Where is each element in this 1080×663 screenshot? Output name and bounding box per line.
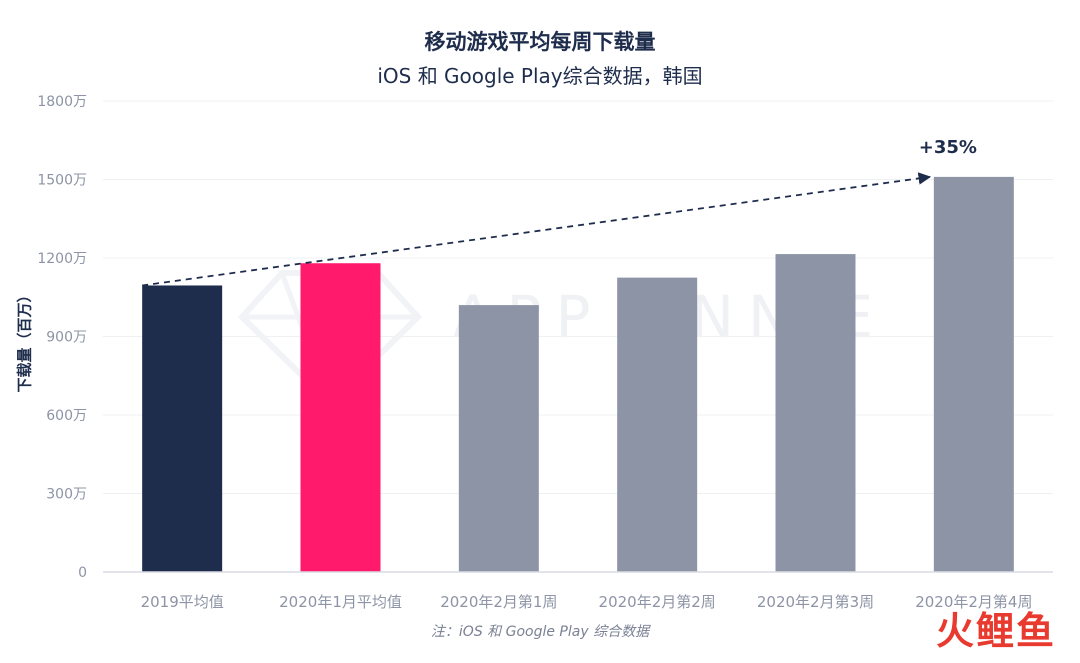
y-tick-label: 1200万: [37, 251, 87, 267]
bar-1: [142, 285, 223, 572]
y-tick-label: 1800万: [37, 94, 87, 110]
y-tick-label: 900万: [46, 330, 87, 346]
chart-note: 注：iOS 和 Google Play 综合数据: [430, 624, 650, 640]
bar-4: [617, 277, 698, 572]
brand-logo: 火鲤鱼: [935, 609, 1056, 653]
y-tick-label: 600万: [46, 408, 87, 424]
chart-subtitle: iOS 和 Google Play综合数据，韩国: [377, 64, 703, 88]
growth-arrow: [142, 172, 932, 287]
chart-title: 移动游戏平均每周下载量: [424, 30, 656, 54]
x-tick-label: 2019平均值: [141, 593, 224, 611]
x-tick-label: 2020年2月第1周: [440, 593, 557, 611]
y-tick-label: 1500万: [37, 173, 87, 189]
x-tick-label: 2020年2月第4周: [915, 593, 1032, 611]
x-tick-label: 2020年2月第2周: [599, 593, 716, 611]
bar-2: [300, 263, 381, 572]
x-tick-label: 2020年2月第3周: [757, 593, 874, 611]
x-tick-label: 2020年1月平均值: [279, 593, 402, 611]
y-tick-label: 300万: [46, 487, 87, 503]
bar-3: [458, 305, 539, 572]
y-tick-label: 0: [78, 565, 87, 581]
bar-5: [775, 254, 856, 572]
growth-label: +35%: [919, 137, 977, 158]
bar-6: [933, 176, 1014, 572]
